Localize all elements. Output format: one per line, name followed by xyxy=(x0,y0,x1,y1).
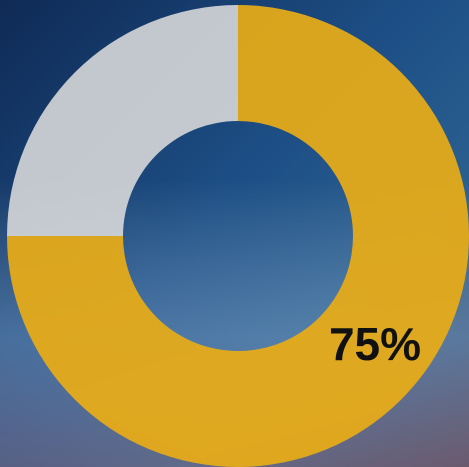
donut-slice xyxy=(7,5,238,236)
value-label: 75% xyxy=(329,318,421,370)
donut-slice xyxy=(7,5,469,467)
